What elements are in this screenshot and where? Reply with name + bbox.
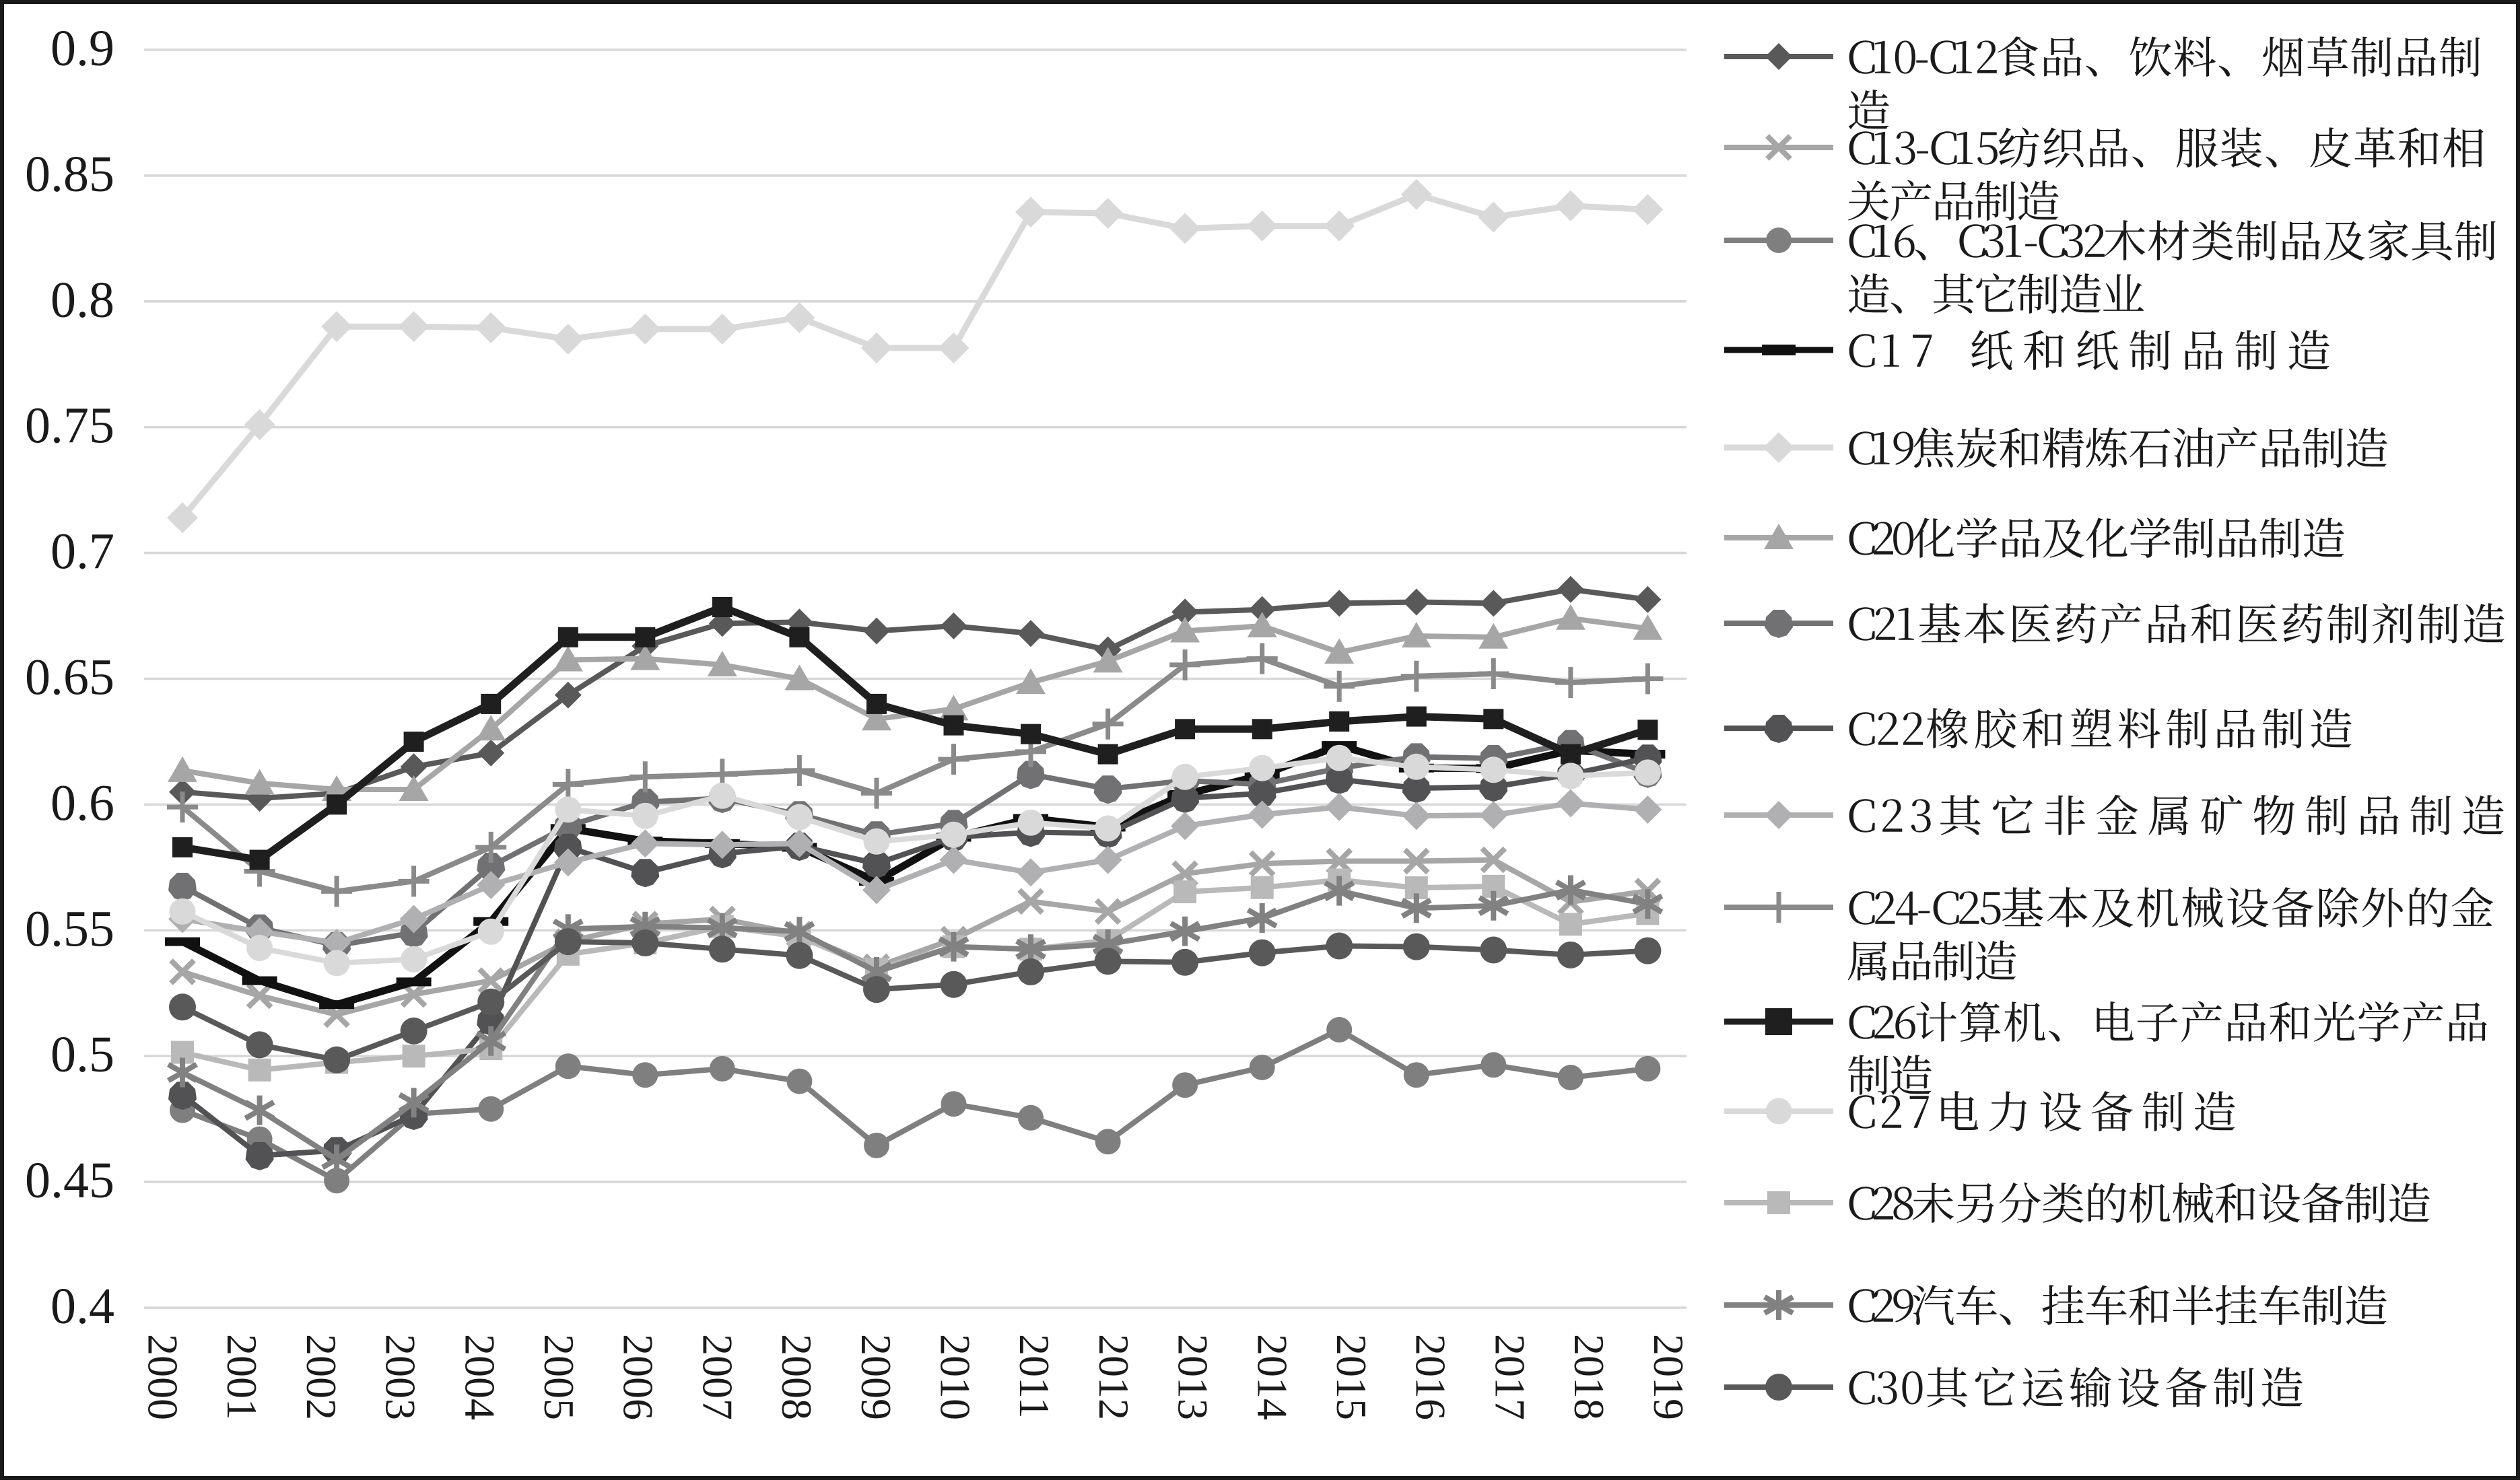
- svg-text:0.9: 0.9: [50, 20, 114, 77]
- svg-text:2015: 2015: [1328, 1334, 1375, 1420]
- svg-text:0.45: 0.45: [25, 1152, 114, 1209]
- svg-text:2014: 2014: [1248, 1334, 1296, 1420]
- svg-text:2009: 2009: [852, 1334, 900, 1420]
- svg-text:2019: 2019: [1645, 1334, 1693, 1420]
- svg-text:0.55: 0.55: [25, 901, 114, 957]
- svg-text:2018: 2018: [1565, 1334, 1613, 1420]
- svg-text:2013: 2013: [1169, 1334, 1217, 1420]
- svg-text:2012: 2012: [1090, 1334, 1138, 1420]
- svg-text:2017: 2017: [1486, 1334, 1534, 1420]
- svg-text:2004: 2004: [456, 1334, 504, 1420]
- svg-text:0.6: 0.6: [50, 775, 114, 831]
- svg-text:2001: 2001: [218, 1334, 266, 1420]
- svg-text:2002: 2002: [298, 1334, 345, 1420]
- svg-text:2010: 2010: [932, 1334, 980, 1420]
- svg-text:2008: 2008: [773, 1334, 821, 1420]
- svg-text:2011: 2011: [1011, 1334, 1058, 1419]
- svg-text:2003: 2003: [377, 1334, 425, 1420]
- svg-text:0.8: 0.8: [50, 272, 114, 328]
- svg-text:2006: 2006: [615, 1334, 662, 1420]
- svg-text:2016: 2016: [1407, 1334, 1455, 1420]
- svg-text:0.65: 0.65: [25, 649, 114, 706]
- svg-text:2007: 2007: [693, 1334, 741, 1420]
- svg-text:0.85: 0.85: [25, 146, 114, 203]
- svg-text:0.4: 0.4: [50, 1278, 114, 1335]
- svg-text:0.5: 0.5: [50, 1026, 114, 1083]
- svg-text:0.75: 0.75: [25, 398, 114, 454]
- svg-text:2000: 2000: [139, 1334, 187, 1420]
- svg-text:0.7: 0.7: [50, 524, 114, 580]
- svg-text:2005: 2005: [535, 1334, 583, 1420]
